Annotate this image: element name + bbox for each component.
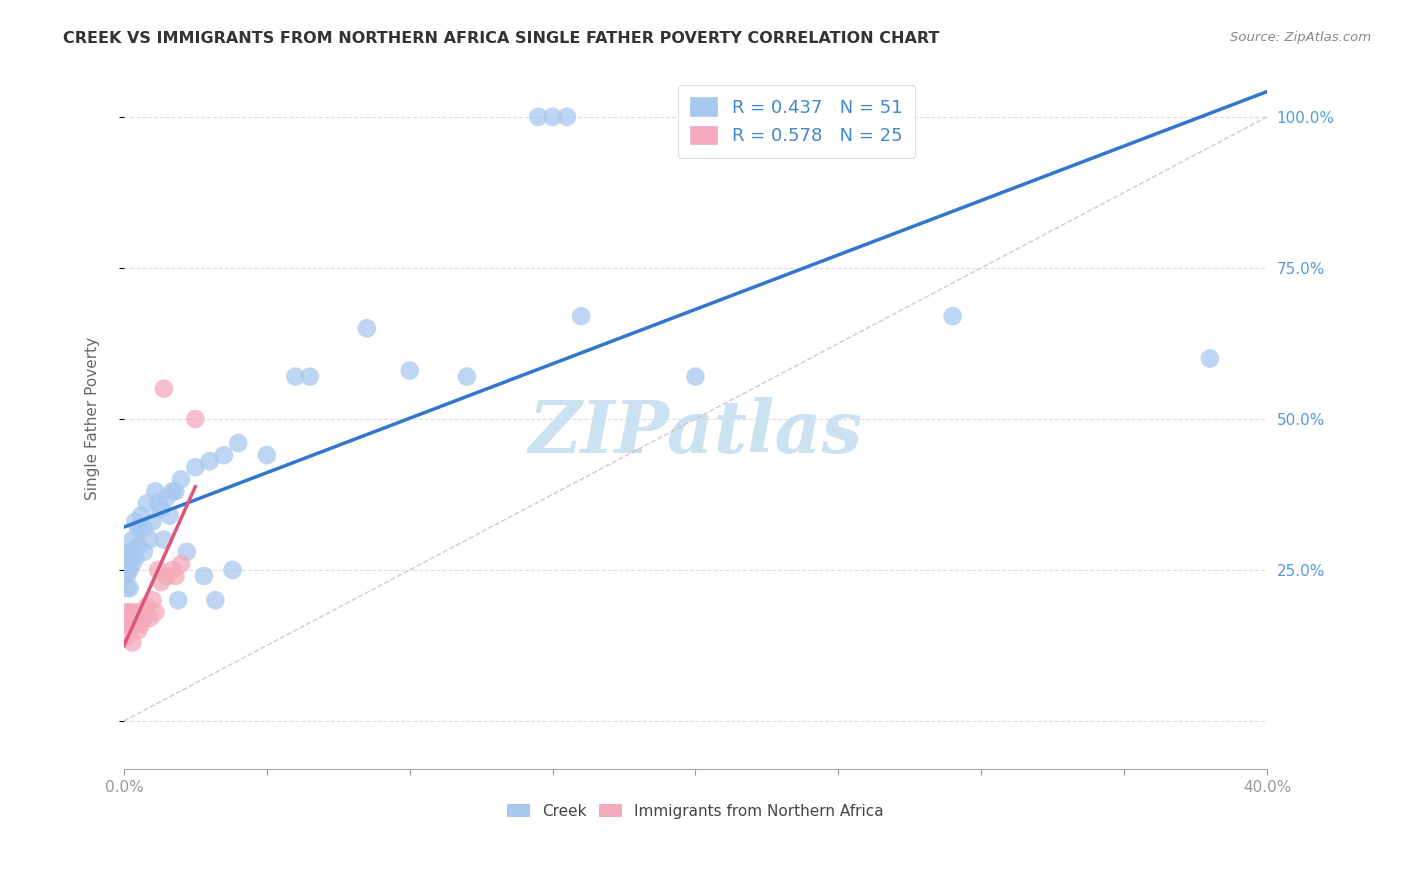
Legend: Creek, Immigrants from Northern Africa: Creek, Immigrants from Northern Africa [501,797,890,825]
Point [221,563,243,577]
Point [115,563,138,577]
Point [115,569,138,583]
Point [118,605,141,619]
Point [121,617,143,632]
Point [284,369,307,384]
Point [942,309,965,323]
Point [121,605,143,619]
Point [165,484,187,499]
Point [124,617,146,632]
Point [193,569,215,583]
Point [198,454,221,468]
Text: Source: ZipAtlas.com: Source: ZipAtlas.com [1230,31,1371,45]
Point [153,382,176,396]
Point [143,605,166,619]
Point [184,460,207,475]
Point [124,550,146,565]
Point [138,533,160,547]
Point [162,484,184,499]
Point [170,557,193,571]
Point [141,593,163,607]
Point [150,574,173,589]
Point [356,321,378,335]
Point [121,635,143,649]
Point [167,593,190,607]
Point [124,515,146,529]
Point [132,545,155,559]
Point [156,491,179,505]
Point [135,599,157,614]
Point [127,624,149,638]
Point [121,557,143,571]
Point [115,629,138,643]
Point [132,611,155,625]
Point [569,309,592,323]
Point [165,569,187,583]
Point [115,605,138,619]
Point [115,617,138,632]
Point [159,508,181,523]
Point [121,545,143,559]
Point [127,521,149,535]
Point [143,484,166,499]
Point [184,412,207,426]
Point [156,569,179,583]
Point [118,581,141,595]
Point [204,593,226,607]
Text: CREEK VS IMMIGRANTS FROM NORTHERN AFRICA SINGLE FATHER POVERTY CORRELATION CHART: CREEK VS IMMIGRANTS FROM NORTHERN AFRICA… [63,31,939,46]
Point [298,369,321,384]
Point [162,563,184,577]
Point [176,545,198,559]
Point [118,611,141,625]
Point [127,605,149,619]
Point [153,533,176,547]
Point [118,545,141,559]
Point [226,436,249,450]
Y-axis label: Single Father Poverty: Single Father Poverty [86,337,100,500]
Point [121,533,143,547]
Point [148,496,170,510]
Point [129,617,152,632]
Point [118,550,141,565]
Point [527,110,550,124]
Point [541,110,564,124]
Point [115,581,138,595]
Text: ZIPatlas: ZIPatlas [529,398,862,468]
Point [398,363,420,377]
Point [135,496,157,510]
Point [132,521,155,535]
Point [456,369,478,384]
Point [129,508,152,523]
Point [150,502,173,516]
Point [127,539,149,553]
Point [138,611,160,625]
Point [555,110,578,124]
Point [685,369,707,384]
Point [118,563,141,577]
Point [212,448,235,462]
Point [170,472,193,486]
Point [148,563,170,577]
Point [141,515,163,529]
Point [1199,351,1222,366]
Point [256,448,278,462]
